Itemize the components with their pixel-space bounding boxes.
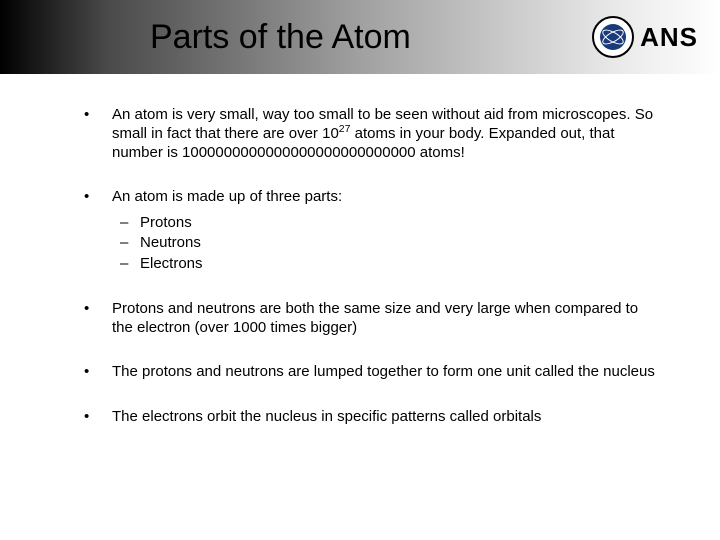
- atom-icon: [592, 16, 634, 58]
- sub-bullet-neutrons: Neutrons: [118, 233, 660, 253]
- bullet-2-text: An atom is made up of three parts:: [112, 188, 342, 205]
- ans-logo: ANS: [592, 16, 698, 58]
- bullet-3: Protons and neutrons are both the same s…: [80, 300, 660, 338]
- bullet-5: The electrons orbit the nucleus in speci…: [80, 408, 660, 427]
- bullet-4: The protons and neutrons are lumped toge…: [80, 363, 660, 382]
- sub-bullet-protons: Protons: [118, 213, 660, 233]
- bullet-1-sup: 27: [339, 123, 351, 135]
- bullet-1: An atom is very small, way too small to …: [80, 106, 660, 162]
- title-bar: Parts of the Atom ANS: [0, 0, 720, 74]
- logo-text: ANS: [640, 22, 698, 53]
- slide-body: An atom is very small, way too small to …: [0, 74, 720, 473]
- bullet-2: An atom is made up of three parts: Proto…: [80, 188, 660, 274]
- sub-bullet-electrons: Electrons: [118, 254, 660, 274]
- slide-title: Parts of the Atom: [150, 18, 411, 57]
